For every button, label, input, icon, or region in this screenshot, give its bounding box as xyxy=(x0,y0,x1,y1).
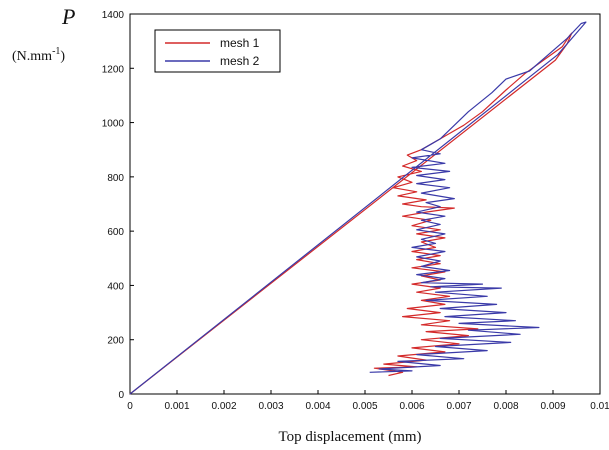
y-tick-label: 1400 xyxy=(102,10,125,21)
x-tick-label: 0.006 xyxy=(399,401,424,412)
y-axis-unit: (N.mm-1) xyxy=(12,46,65,64)
legend-label-mesh-2: mesh 2 xyxy=(220,54,260,68)
y-tick-label: 800 xyxy=(107,173,124,184)
x-tick-label: 0.004 xyxy=(305,401,330,412)
x-tick-label: 0.01 xyxy=(590,401,609,412)
y-tick-label: 400 xyxy=(107,281,124,292)
legend: mesh 1 mesh 2 xyxy=(154,29,281,73)
y-axis: 0 200 400 600 800 1000 1200 1400 xyxy=(102,10,134,401)
x-tick-label: 0 xyxy=(127,401,133,412)
x-tick-label: 0.003 xyxy=(258,401,283,412)
x-tick-label: 0.008 xyxy=(493,401,518,412)
x-tick-label: 0.005 xyxy=(352,401,377,412)
series-line-mesh-1 xyxy=(129,32,573,395)
legend-label-mesh-1: mesh 1 xyxy=(220,36,260,50)
legend-box xyxy=(154,29,281,73)
x-tick-label: 0.001 xyxy=(164,401,189,412)
y-tick-label: 0 xyxy=(118,390,124,401)
y-tick-label: 600 xyxy=(107,227,124,238)
x-axis: 0 0.001 0.002 0.003 0.004 0.005 0.006 0.007 0.00… xyxy=(127,390,609,412)
y-axis-symbol: P xyxy=(61,4,75,29)
series-layer xyxy=(129,21,587,395)
series-line-mesh-2 xyxy=(129,21,587,395)
x-tick-label: 0.007 xyxy=(446,401,471,412)
x-tick-label: 0.009 xyxy=(540,401,565,412)
y-tick-label: 1200 xyxy=(102,64,125,75)
y-tick-label: 200 xyxy=(107,336,124,347)
x-axis-label: Top displacement (mm) xyxy=(278,429,421,445)
y-tick-label: 1000 xyxy=(102,119,125,130)
x-tick-label: 0.002 xyxy=(211,401,236,412)
